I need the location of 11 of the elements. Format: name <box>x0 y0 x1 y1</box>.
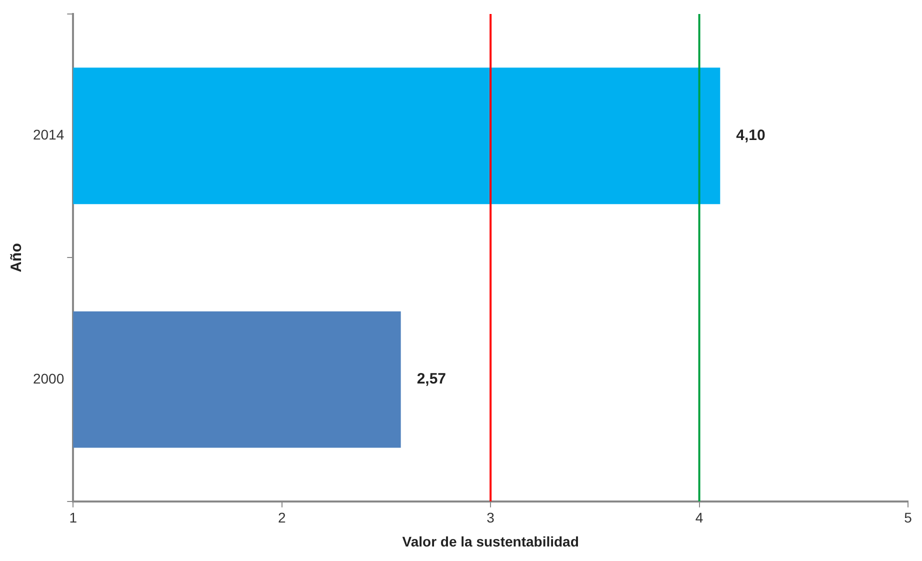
y-tick-label: 2000 <box>32 370 64 386</box>
x-tick-label: 4 <box>695 510 704 526</box>
x-tick-label: 1 <box>69 510 78 526</box>
x-axis-title: Valor de la sustentabilidad <box>402 533 579 550</box>
data-label: 4,10 <box>736 126 766 144</box>
data-label: 2,57 <box>416 370 446 388</box>
y-axis-title: Año <box>8 243 26 272</box>
x-tick-label: 3 <box>486 510 495 526</box>
y-tick-label: 2014 <box>32 126 64 143</box>
x-tick-label: 5 <box>904 510 912 526</box>
x-tick-label: 2 <box>278 510 286 526</box>
